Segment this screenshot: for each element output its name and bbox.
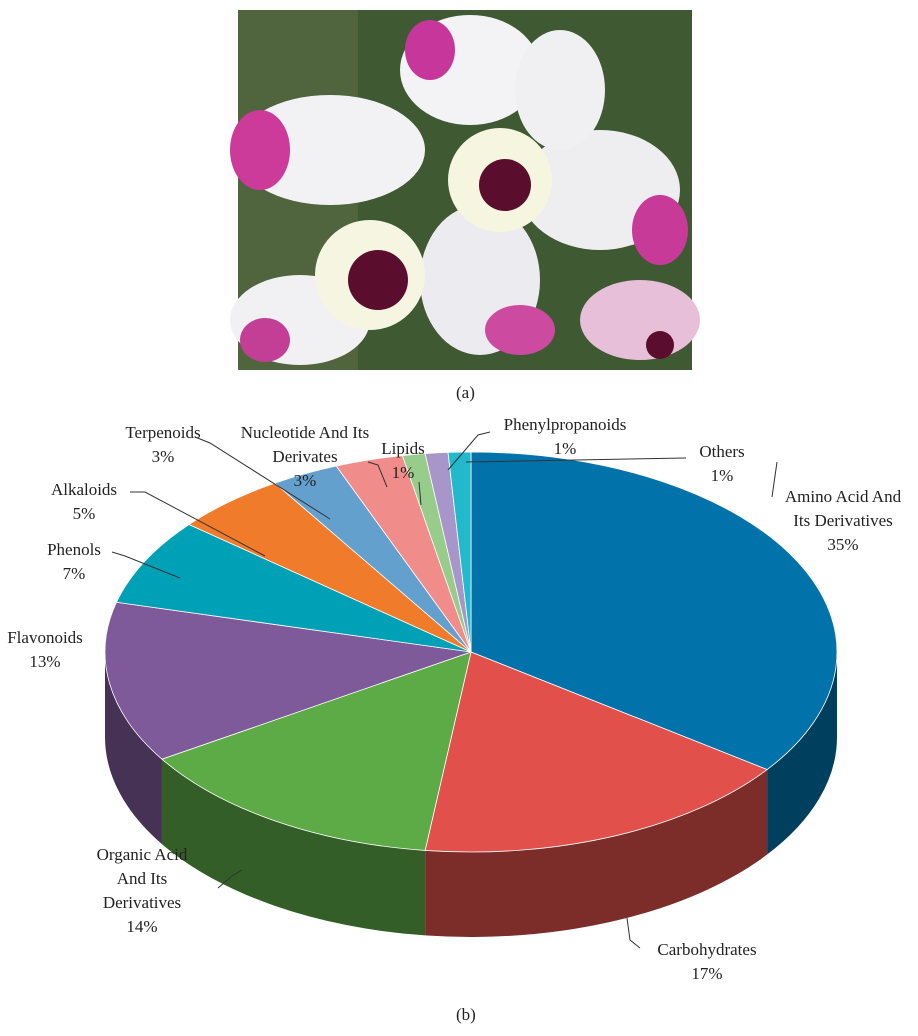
category-label: Phenylpropanoids — [503, 415, 627, 434]
category-label: Organic Acid And Its Derivatives — [96, 845, 188, 912]
slice-label: Amino Acid And Its Derivatives 35% — [778, 485, 908, 557]
value-label: 17% — [691, 964, 723, 983]
leader-line — [217, 869, 243, 889]
value-label: 1% — [553, 439, 577, 458]
leader-line — [465, 457, 687, 463]
value-label: 13% — [29, 652, 61, 671]
value-label: 3% — [151, 447, 175, 466]
category-label: Alkaloids — [50, 480, 118, 499]
category-label: Nucleotide And Its Derivates — [240, 423, 370, 466]
category-label: Flavonoids — [7, 628, 83, 647]
slice-label: Phenylpropanoids 1% — [485, 413, 645, 461]
slice-label: Carbohydrates 17% — [642, 938, 772, 986]
value-label: 5% — [72, 504, 96, 523]
slice — [424, 651, 768, 853]
value-label: 7% — [62, 564, 86, 583]
photo-caption: (a) — [456, 383, 475, 402]
slice — [161, 651, 472, 851]
slice — [115, 524, 472, 653]
leader-line — [111, 551, 181, 579]
slice-label: Phenols 7% — [34, 538, 114, 586]
value-label: 14% — [126, 917, 158, 936]
slice-side — [767, 652, 837, 855]
category-label: Amino Acid And Its Derivatives — [784, 487, 902, 530]
slice-label: Others 1% — [682, 440, 762, 488]
slice — [104, 601, 472, 760]
category-label: Lipids — [381, 439, 425, 458]
slice-side — [105, 652, 162, 845]
leader-line — [771, 461, 778, 498]
chart-caption: (b) — [456, 1005, 476, 1024]
photo — [230, 10, 700, 370]
slice-label: Flavonoids 13% — [0, 626, 90, 674]
slice-label: Lipids 1% — [373, 437, 433, 485]
category-label: Terpenoids — [125, 423, 201, 442]
category-label: Carbohydrates — [657, 940, 757, 959]
slice-label: Nucleotide And Its Derivates 3% — [240, 421, 370, 493]
slice-label: Terpenoids 3% — [113, 421, 213, 469]
leader-line — [418, 481, 422, 506]
slice-label: Organic Acid And Its Derivatives 14% — [90, 843, 195, 939]
leader-line — [447, 431, 491, 471]
slice — [447, 451, 472, 653]
category-label: Phenols — [47, 540, 101, 559]
slice — [470, 451, 838, 771]
leader-line — [194, 436, 331, 520]
category-label: Others — [699, 442, 745, 461]
value-label: 35% — [827, 535, 859, 554]
slice-side — [161, 759, 426, 936]
slice-label: Alkaloids 5% — [39, 478, 129, 526]
leader-line — [130, 491, 266, 557]
slice-side — [425, 769, 768, 937]
leader-line — [626, 917, 641, 949]
value-label: 1% — [391, 463, 415, 482]
value-label: 3% — [293, 471, 317, 490]
leader-line — [367, 461, 388, 488]
value-label: 1% — [710, 466, 734, 485]
